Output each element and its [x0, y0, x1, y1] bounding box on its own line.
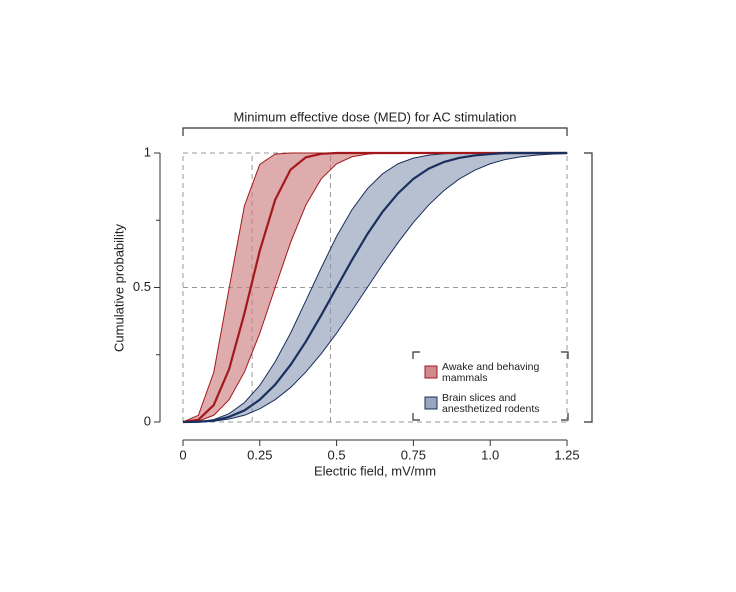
- y-tick-label: 0: [144, 413, 151, 428]
- y-tick-label: 1: [144, 144, 151, 159]
- legend-label: Brain slices and anesthetized rodents: [442, 392, 540, 415]
- legend-swatch: [424, 396, 438, 410]
- confidence-band: [182, 152, 567, 423]
- median-line: [182, 151, 567, 424]
- y-axis-label: Cumulative probability: [111, 224, 126, 352]
- title-bracket: [182, 127, 568, 136]
- x-tick-label: 1.25: [554, 447, 579, 462]
- legend-swatch: [424, 365, 438, 379]
- x-axis-label: Electric field, mV/mm: [314, 463, 436, 478]
- x-tick-label: 0.75: [401, 447, 426, 462]
- x-tick-label: 0.25: [247, 447, 272, 462]
- y-tick-label: 0.5: [133, 279, 151, 294]
- x-tick-label: 0.5: [328, 447, 346, 462]
- legend-label: Awake and behaving mammals: [442, 361, 540, 384]
- side-bracket: [584, 152, 593, 423]
- x-tick-label: 0: [179, 447, 186, 462]
- legend-frame: [412, 351, 569, 421]
- x-tick-label: 1.0: [481, 447, 499, 462]
- chart-title: Minimum effective dose (MED) for AC stim…: [234, 109, 517, 124]
